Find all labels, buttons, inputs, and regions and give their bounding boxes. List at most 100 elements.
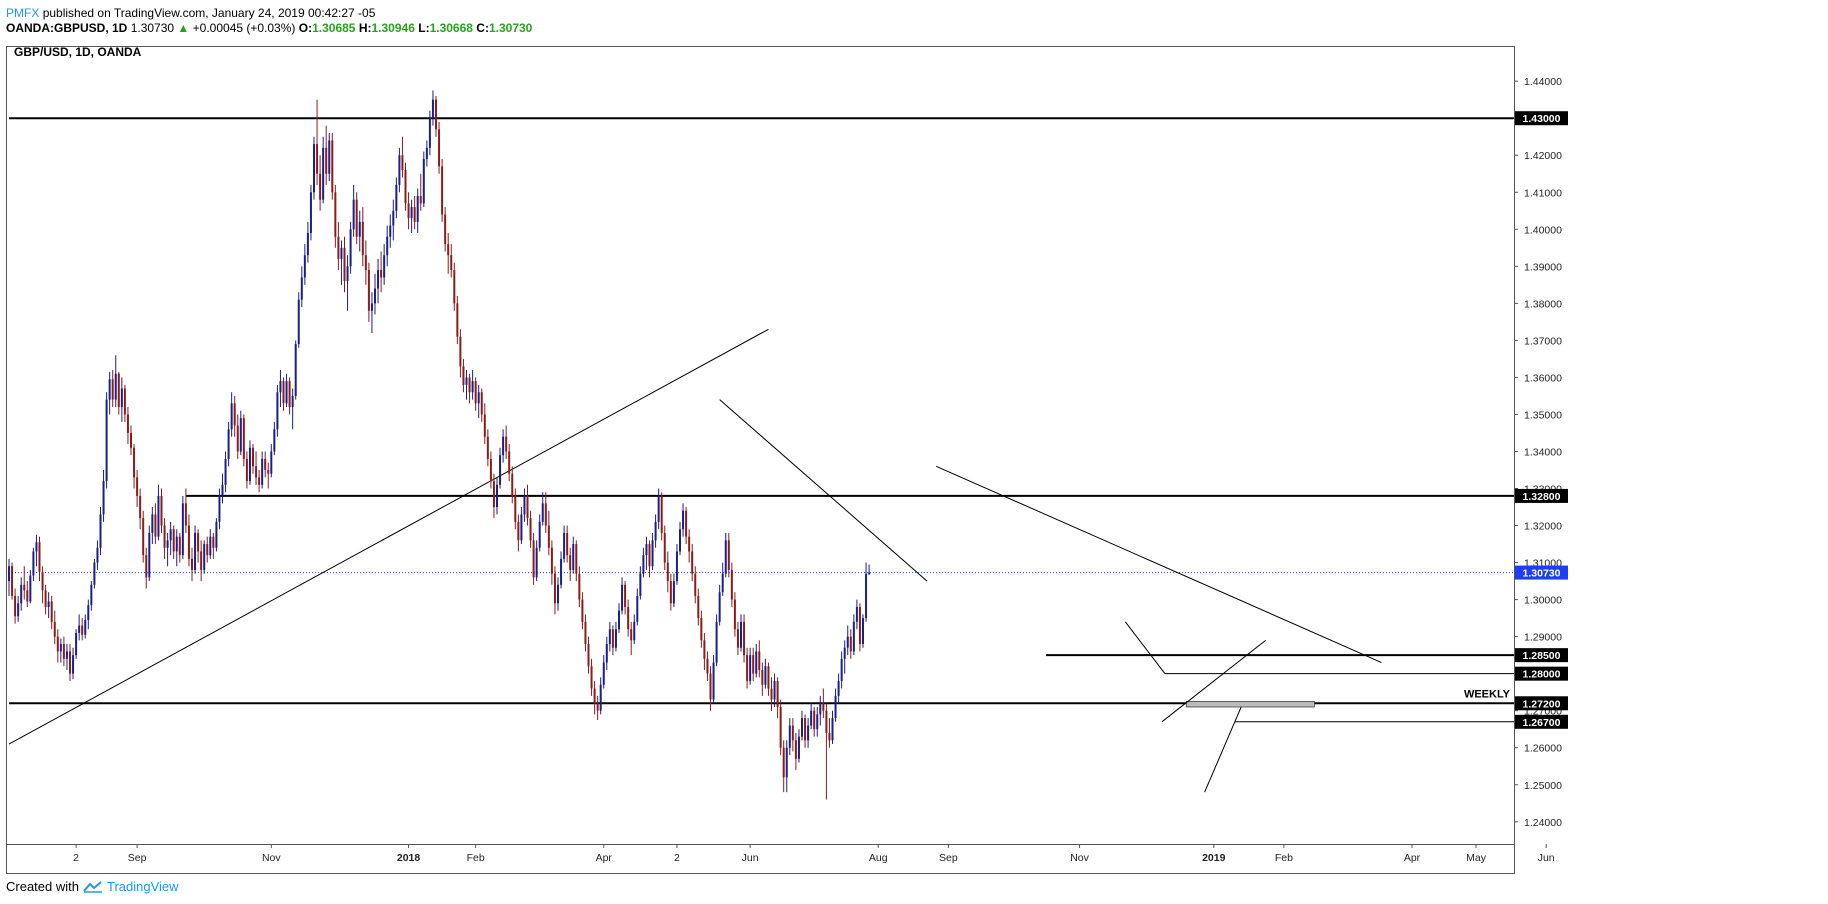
chart-frame[interactable]: GBP/USD, 1D, OANDA WEEKLY 1.44000 1.43000…	[6, 45, 1822, 874]
candle-body	[633, 621, 636, 641]
weekly-zone-box[interactable]	[1185, 701, 1315, 708]
y-tick-label: 1.26000	[1524, 743, 1562, 755]
candle-body	[81, 625, 84, 635]
candle-body	[444, 214, 447, 245]
change-value: +0.00045 (+0.03%)	[192, 21, 296, 35]
weekly-annotation: WEEKLY	[1464, 689, 1511, 701]
trendline[interactable]	[719, 399, 928, 582]
candle-body	[309, 192, 312, 234]
y-tick-label: 1.36000	[1524, 372, 1562, 384]
candle-body	[306, 233, 309, 256]
candle-body	[120, 388, 123, 408]
candle-body	[407, 203, 410, 219]
candle-body	[224, 458, 227, 485]
candle-body	[675, 551, 678, 582]
low-value: 1.30668	[429, 21, 473, 35]
candle-body	[794, 740, 797, 759]
candle-body	[248, 447, 251, 482]
price-tag-box	[1515, 666, 1568, 681]
change-arrow-icon: ▲	[177, 21, 190, 35]
candle-body	[300, 277, 303, 300]
candle-body	[630, 629, 633, 641]
candle-body	[663, 532, 666, 563]
trendline[interactable]	[8, 328, 769, 745]
candle-body	[858, 607, 861, 645]
x-tick-label: Nov	[262, 852, 281, 864]
candle-body	[209, 536, 212, 556]
candle-body	[682, 510, 685, 530]
candle-body	[459, 336, 462, 367]
candle-body	[90, 584, 93, 606]
candle-body	[730, 569, 733, 600]
candle-body	[801, 718, 803, 737]
candle-body	[84, 619, 87, 635]
candle-body	[648, 544, 651, 567]
candle-body	[404, 170, 407, 204]
last-price: 1.30730	[130, 21, 175, 35]
candle-body	[117, 373, 120, 408]
x-tick-label: 2019	[1202, 852, 1226, 864]
candle-body	[627, 607, 630, 630]
candle-body	[691, 551, 694, 574]
candle-body	[462, 366, 465, 385]
publisher-link[interactable]: PMFX	[6, 6, 40, 20]
candlestick-chart[interactable]: GBP/USD, 1D, OANDA WEEKLY 1.44000 1.43000…	[6, 45, 1822, 874]
candle-body	[377, 270, 380, 289]
candle-body	[285, 381, 288, 404]
x-tick-label: Sep	[128, 852, 147, 864]
y-tick-label: 1.38000	[1524, 298, 1562, 310]
candle-body	[322, 147, 325, 200]
candle-body	[154, 514, 157, 537]
candle-body	[221, 484, 224, 496]
tradingview-link[interactable]: TradingView	[106, 879, 179, 894]
tradingview-logo-icon[interactable]	[83, 881, 103, 893]
candle-body	[605, 644, 608, 663]
open-label: O:	[298, 21, 313, 35]
candle-body	[157, 495, 160, 537]
trendline[interactable]	[935, 465, 1382, 664]
trendline[interactable]	[1161, 639, 1266, 723]
candle-body	[230, 403, 233, 430]
candle-body	[761, 669, 764, 685]
candle-body	[669, 581, 672, 604]
candle-body	[181, 503, 184, 556]
candle-body	[166, 540, 169, 548]
candle-body	[465, 377, 468, 385]
candle-body	[471, 381, 474, 393]
candle-body	[587, 644, 590, 667]
candle-body	[255, 466, 258, 478]
y-tick-label: 1.41000	[1524, 187, 1562, 199]
x-tick-label: Jun	[742, 852, 759, 864]
candle-body	[78, 625, 81, 633]
high-value: 1.30946	[371, 21, 415, 35]
candle-body	[200, 551, 203, 570]
candle-body	[642, 555, 645, 574]
trendlines	[8, 328, 1382, 793]
candle-body	[709, 673, 712, 700]
candle-body	[529, 518, 532, 541]
plot-border	[6, 46, 1515, 874]
trendline[interactable]	[1204, 706, 1242, 793]
candle-body	[474, 381, 477, 404]
candle-body	[343, 247, 346, 282]
candle-body	[721, 573, 724, 593]
candle-body	[672, 581, 675, 604]
candle-body	[651, 540, 654, 567]
candle-body	[227, 429, 230, 459]
candle-body	[337, 236, 340, 259]
created-with-label: Created with	[6, 879, 79, 894]
candle-body	[288, 381, 291, 408]
candle-body	[279, 381, 282, 393]
close-value: 1.30730	[488, 21, 533, 35]
candle-body	[447, 244, 450, 256]
candle-body	[715, 621, 718, 663]
candle-body	[557, 584, 559, 604]
trendline[interactable]	[1124, 621, 1166, 674]
candle-body	[72, 655, 75, 674]
price-tag-label: 1.26700	[1523, 717, 1561, 729]
candle-body	[374, 288, 376, 304]
time-axis[interactable]: 2 Sep Nov 2018 Feb Apr 2 Jun Aug Sep Nov 2019 Feb Apr…	[73, 844, 1555, 864]
candle-body	[62, 644, 65, 659]
candle-body	[111, 379, 114, 400]
candle-body	[395, 184, 398, 211]
